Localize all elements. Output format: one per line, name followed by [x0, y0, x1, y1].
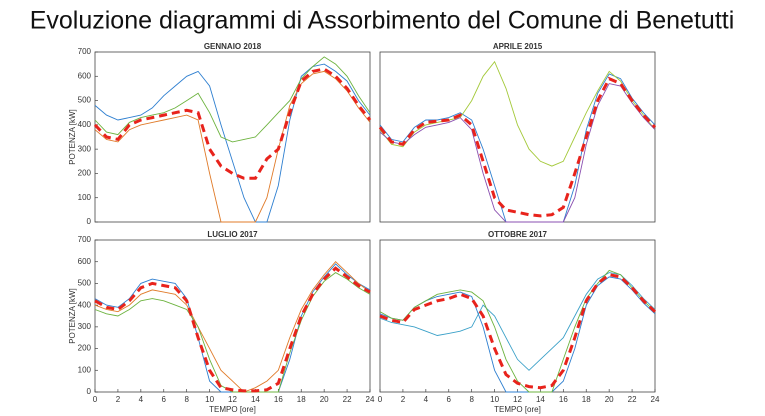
y-tick-label: 700 [78, 47, 92, 56]
day-line [94, 56, 371, 143]
x-tick-label: 16 [559, 395, 568, 404]
plot-area [379, 51, 656, 223]
x-tick-label: 6 [162, 395, 167, 404]
y-tick-label: 400 [78, 120, 92, 129]
day-line [94, 70, 371, 223]
day-line [379, 269, 656, 393]
plot-area [94, 51, 371, 223]
y-tick-label: 0 [87, 217, 92, 226]
y-tick-label: 300 [78, 322, 92, 331]
x-tick-label: 10 [205, 395, 214, 404]
panel-title: OTTOBRE 2017 [488, 230, 548, 239]
y-tick-label: 100 [78, 193, 92, 202]
y-tick-label: 500 [78, 96, 92, 105]
plot-area [379, 239, 656, 393]
x-tick-label: 12 [228, 395, 237, 404]
day-line [94, 261, 371, 393]
panel-title: GENNAIO 2018 [204, 42, 262, 51]
x-tick-label: 6 [447, 395, 452, 404]
x-tick-label: 16 [274, 395, 283, 404]
mean-line [378, 76, 657, 218]
x-tick-label: 14 [251, 395, 260, 404]
y-tick-label: 200 [78, 344, 92, 353]
x-tick-label: 22 [628, 395, 637, 404]
x-tick-label: 0 [93, 395, 98, 404]
y-tick-label: 600 [78, 71, 92, 80]
day-line [379, 83, 656, 223]
y-tick-label: 200 [78, 169, 92, 178]
panel-title: APRILE 2015 [493, 42, 543, 51]
day-line [94, 272, 371, 393]
y-tick-label: 400 [78, 300, 92, 309]
x-tick-label: 24 [366, 395, 375, 404]
y-axis-label: POTENZA [kW] [68, 109, 77, 165]
x-tick-label: 10 [490, 395, 499, 404]
x-tick-label: 18 [582, 395, 591, 404]
x-tick-label: 8 [469, 395, 474, 404]
mean-line [379, 273, 657, 390]
y-tick-label: 300 [78, 144, 92, 153]
x-tick-label: 4 [424, 395, 429, 404]
x-tick-label: 0 [378, 395, 383, 404]
y-tick-label: 500 [78, 279, 92, 288]
y-tick-label: 700 [78, 235, 92, 244]
x-tick-label: 24 [651, 395, 660, 404]
x-tick-label: 4 [139, 395, 144, 404]
x-tick-label: 22 [343, 395, 352, 404]
x-tick-label: 2 [401, 395, 406, 404]
slide-title: Evoluzione diagrammi di Assorbimento del… [30, 7, 735, 35]
x-axis-label: TEMPO [ore] [494, 405, 541, 414]
y-axis-label: POTENZA [kW] [68, 288, 77, 344]
y-tick-label: 0 [87, 387, 92, 396]
plot-area [94, 239, 371, 393]
day-line [94, 63, 371, 223]
x-tick-label: 20 [605, 395, 614, 404]
x-tick-label: 12 [513, 395, 522, 404]
day-line [379, 272, 656, 371]
y-tick-label: 600 [78, 257, 92, 266]
day-line [379, 60, 656, 167]
x-tick-label: 20 [320, 395, 329, 404]
y-tick-label: 100 [78, 365, 92, 374]
mean-line [93, 67, 372, 180]
x-tick-label: 2 [116, 395, 121, 404]
x-tick-label: 14 [536, 395, 545, 404]
panel-title: LUGLIO 2017 [207, 230, 258, 239]
x-tick-label: 18 [297, 395, 306, 404]
x-axis-label: TEMPO [ore] [209, 405, 256, 414]
mean-line [94, 266, 371, 393]
x-tick-label: 8 [184, 395, 189, 404]
